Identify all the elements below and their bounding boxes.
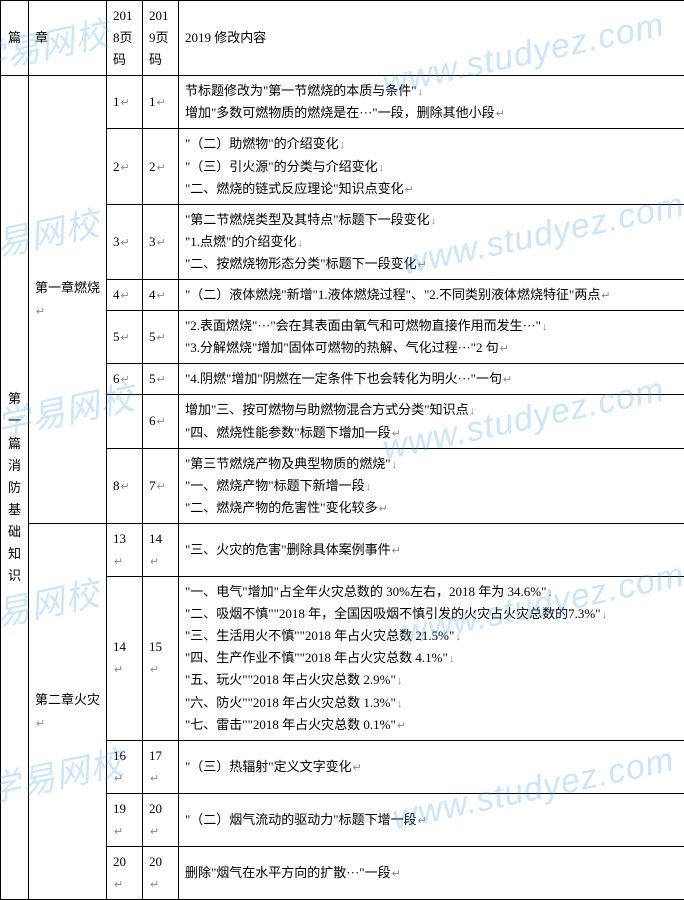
content-line: 删除"烟气在水平方向的扩散···"一段 bbox=[185, 862, 678, 884]
page-2019: 3 bbox=[143, 204, 179, 279]
content-line: "（二）液体燃烧"新增"1.液体燃烧过程"、"2.不同类别液体燃烧特征"两点 bbox=[185, 284, 678, 306]
table-row: 第一篇消防基础知识第一章燃烧11节标题修改为"第一节燃烧的本质与条件"增加"多数… bbox=[1, 76, 684, 129]
content-line: "二、按燃烧物形态分类"标题下一段变化 bbox=[185, 253, 678, 275]
content-line: "五、玩火""2018 年占火灾总数 2.9%" bbox=[185, 669, 678, 691]
page-2018: 6 bbox=[107, 364, 143, 395]
content-cell: 节标题修改为"第一节燃烧的本质与条件"增加"多数可燃物质的燃烧是在···"一段，… bbox=[179, 76, 684, 129]
revision-table: 篇章2018页码2019页码2019 修改内容第一篇消防基础知识第一章燃烧11节… bbox=[0, 0, 684, 900]
content-line: "1.点燃"的介绍变化 bbox=[185, 231, 678, 253]
content-cell: "第二节燃烧类型及其特点"标题下一段变化"1.点燃"的介绍变化"二、按燃烧物形态… bbox=[179, 204, 684, 279]
page-2019: 2 bbox=[143, 129, 179, 204]
pian-cell: 第一篇消防基础知识 bbox=[1, 76, 29, 900]
content-line: "第二节燃烧类型及其特点"标题下一段变化 bbox=[185, 209, 678, 231]
page-2018: 16 bbox=[107, 740, 143, 793]
header-pian: 篇 bbox=[1, 1, 29, 76]
content-line: "七、雷击""2018 年占火灾总数 0.1%" bbox=[185, 714, 678, 736]
page-2018: 8 bbox=[107, 448, 143, 523]
page-2019: 14 bbox=[143, 523, 179, 576]
content-line: "（三）引火源"的分类与介绍变化 bbox=[185, 156, 678, 178]
page-2019: 6 bbox=[143, 395, 179, 448]
page-2018: 4 bbox=[107, 280, 143, 311]
content-line: "三、火灾的危害"删除具体案例事件 bbox=[185, 539, 678, 561]
header-2019: 2019页码 bbox=[143, 1, 179, 76]
page-2018: 14 bbox=[107, 577, 143, 741]
page-2019: 5 bbox=[143, 311, 179, 364]
page-2019: 20 bbox=[143, 793, 179, 846]
page-2018: 19 bbox=[107, 793, 143, 846]
page-2019: 15 bbox=[143, 577, 179, 741]
content-line: "（二）烟气流动的驱动力"标题下增一段 bbox=[185, 809, 678, 831]
content-cell: "一、电气"增加"占全年火灾总数的 30%左右，2018 年为 34.6%""二… bbox=[179, 577, 684, 741]
content-line: "二、吸烟不慎""2018 年，全国因吸烟不慎引发的火灾占火灾总数的7.3%" bbox=[185, 603, 678, 625]
content-line: "六、防火""2018 年占火灾总数 1.3%" bbox=[185, 692, 678, 714]
content-cell: "（二）助燃物"的介绍变化"（三）引火源"的分类与介绍变化"二、燃烧的链式反应理… bbox=[179, 129, 684, 204]
content-cell: "4.阴燃"增加"阴燃在一定条件下也会转化为明火···"一句 bbox=[179, 364, 684, 395]
page-2019: 7 bbox=[143, 448, 179, 523]
page-2019: 5 bbox=[143, 364, 179, 395]
chapter-cell: 第一章燃烧 bbox=[29, 76, 107, 524]
content-line: "二、燃烧的链式反应理论"知识点变化 bbox=[185, 178, 678, 200]
page-2019: 17 bbox=[143, 740, 179, 793]
page-2019: 1 bbox=[143, 76, 179, 129]
page-2018 bbox=[107, 395, 143, 448]
content-line: "四、燃烧性能参数"标题下增加一段 bbox=[185, 422, 678, 444]
page-2018: 3 bbox=[107, 204, 143, 279]
page-2019: 4 bbox=[143, 280, 179, 311]
page-2019: 20 bbox=[143, 847, 179, 900]
page-2018: 20 bbox=[107, 847, 143, 900]
content-line: "（三）热辐射"定义文字变化 bbox=[185, 756, 678, 778]
content-line: 节标题修改为"第一节燃烧的本质与条件" bbox=[185, 80, 678, 102]
table-row: 第二章火灾1314"三、火灾的危害"删除具体案例事件 bbox=[1, 523, 684, 576]
header-2018: 2018页码 bbox=[107, 1, 143, 76]
content-cell: 增加"三、按可燃物与助燃物混合方式分类"知识点"四、燃烧性能参数"标题下增加一段 bbox=[179, 395, 684, 448]
content-cell: "2.表面燃烧"···"会在其表面由氧气和可燃物直接作用而发生···""3.分解… bbox=[179, 311, 684, 364]
content-cell: "（二）烟气流动的驱动力"标题下增一段 bbox=[179, 793, 684, 846]
content-line: "四、生产作业不慎""2018 年占火灾总数 4.1%" bbox=[185, 647, 678, 669]
content-line: "（二）助燃物"的介绍变化 bbox=[185, 133, 678, 155]
page-2018: 2 bbox=[107, 129, 143, 204]
header-zhang: 章 bbox=[29, 1, 107, 76]
content-line: "3.分解燃烧"增加"固体可燃物的热解、气化过程···"2 句 bbox=[185, 337, 678, 359]
content-line: 增加"多数可燃物质的燃烧是在···"一段，删除其他小段 bbox=[185, 102, 678, 124]
page-2018: 5 bbox=[107, 311, 143, 364]
content-cell: 删除"烟气在水平方向的扩散···"一段 bbox=[179, 847, 684, 900]
content-cell: "（三）热辐射"定义文字变化 bbox=[179, 740, 684, 793]
page-2018: 13 bbox=[107, 523, 143, 576]
content-line: "一、燃烧产物"标题下新增一段 bbox=[185, 475, 678, 497]
content-line: "一、电气"增加"占全年火灾总数的 30%左右，2018 年为 34.6%" bbox=[185, 581, 678, 603]
content-line: "2.表面燃烧"···"会在其表面由氧气和可燃物直接作用而发生···" bbox=[185, 315, 678, 337]
content-cell: "第三节燃烧产物及典型物质的燃烧""一、燃烧产物"标题下新增一段"二、燃烧产物的… bbox=[179, 448, 684, 523]
content-line: "二、燃烧产物的危害性"变化较多 bbox=[185, 497, 678, 519]
content-cell: "三、火灾的危害"删除具体案例事件 bbox=[179, 523, 684, 576]
content-line: "4.阴燃"增加"阴燃在一定条件下也会转化为明火···"一句 bbox=[185, 368, 678, 390]
content-line: 增加"三、按可燃物与助燃物混合方式分类"知识点 bbox=[185, 399, 678, 421]
content-line: "第三节燃烧产物及典型物质的燃烧" bbox=[185, 453, 678, 475]
content-cell: "（二）液体燃烧"新增"1.液体燃烧过程"、"2.不同类别液体燃烧特征"两点 bbox=[179, 280, 684, 311]
page-2018: 1 bbox=[107, 76, 143, 129]
content-line: "三、生活用火不慎""2018 年占火灾总数 21.5%" bbox=[185, 625, 678, 647]
header-content: 2019 修改内容 bbox=[179, 1, 684, 76]
chapter-cell: 第二章火灾 bbox=[29, 523, 107, 899]
